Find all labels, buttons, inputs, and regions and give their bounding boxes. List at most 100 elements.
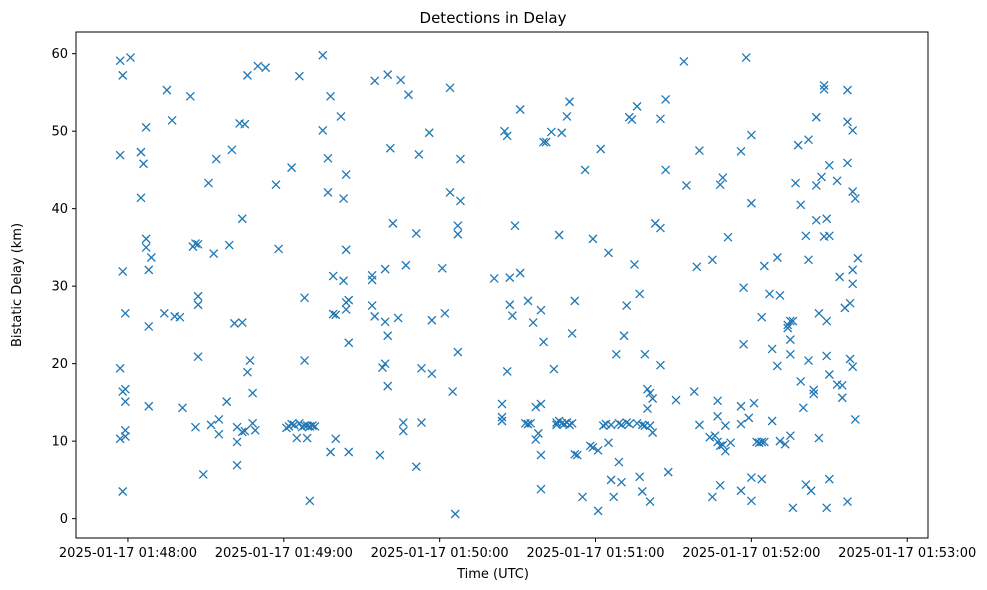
data-point bbox=[448, 387, 458, 397]
data-markers bbox=[115, 50, 863, 519]
data-point bbox=[383, 70, 393, 80]
data-point bbox=[497, 399, 507, 409]
data-point bbox=[120, 308, 130, 318]
data-point bbox=[411, 462, 421, 472]
data-point bbox=[500, 126, 510, 136]
data-point bbox=[502, 366, 512, 376]
data-point bbox=[341, 245, 351, 255]
data-point bbox=[120, 384, 130, 394]
data-point bbox=[427, 315, 437, 325]
data-point bbox=[237, 318, 247, 328]
data-point bbox=[648, 428, 658, 438]
data-point bbox=[489, 273, 499, 283]
data-point bbox=[455, 196, 465, 206]
data-point bbox=[398, 426, 408, 436]
data-point bbox=[801, 231, 811, 241]
data-point bbox=[144, 321, 154, 331]
data-point bbox=[850, 414, 860, 424]
data-point bbox=[294, 418, 304, 428]
data-point bbox=[214, 414, 224, 424]
data-point bbox=[718, 173, 728, 183]
data-point bbox=[801, 480, 811, 489]
data-point bbox=[214, 429, 224, 439]
data-point bbox=[819, 84, 829, 94]
data-point bbox=[798, 403, 808, 413]
data-point bbox=[141, 122, 151, 132]
data-point bbox=[785, 349, 795, 359]
data-point bbox=[144, 265, 154, 275]
data-point bbox=[331, 434, 341, 444]
data-point bbox=[739, 339, 749, 349]
data-point bbox=[627, 115, 637, 125]
data-point bbox=[367, 301, 377, 310]
data-point bbox=[115, 363, 125, 373]
data-point bbox=[505, 273, 515, 283]
data-point bbox=[788, 503, 798, 513]
data-point bbox=[546, 127, 556, 137]
data-point bbox=[811, 180, 821, 190]
data-point bbox=[713, 411, 723, 421]
data-point bbox=[118, 70, 128, 80]
data-point bbox=[817, 172, 826, 182]
data-point bbox=[637, 487, 647, 496]
data-point bbox=[824, 474, 834, 484]
data-point bbox=[713, 437, 723, 447]
data-point bbox=[310, 421, 320, 431]
data-point bbox=[606, 420, 616, 430]
data-point bbox=[759, 261, 769, 271]
y-axis-label: Bistatic Delay (km) bbox=[10, 223, 25, 347]
data-point bbox=[115, 56, 125, 66]
data-point bbox=[804, 255, 813, 265]
data-point bbox=[453, 221, 463, 231]
data-point bbox=[294, 71, 304, 81]
data-point bbox=[336, 112, 346, 121]
data-point bbox=[746, 198, 756, 208]
data-point bbox=[694, 146, 704, 156]
data-point bbox=[115, 434, 125, 444]
data-point bbox=[162, 85, 172, 95]
data-point bbox=[835, 272, 845, 282]
data-point bbox=[814, 433, 824, 443]
data-point bbox=[811, 112, 821, 122]
data-point bbox=[848, 125, 858, 135]
data-point bbox=[822, 351, 832, 361]
data-point bbox=[837, 380, 847, 390]
data-point bbox=[736, 486, 746, 496]
data-point bbox=[848, 279, 858, 289]
data-point bbox=[539, 337, 549, 347]
data-point bbox=[775, 436, 785, 446]
data-point bbox=[681, 180, 691, 190]
data-point bbox=[557, 128, 567, 138]
data-point bbox=[523, 296, 533, 306]
data-point bbox=[300, 293, 310, 303]
data-point bbox=[720, 446, 730, 456]
data-point bbox=[414, 149, 424, 159]
data-point bbox=[380, 317, 390, 327]
data-point bbox=[848, 265, 858, 275]
data-point bbox=[822, 503, 832, 513]
data-point bbox=[367, 275, 377, 285]
data-point bbox=[785, 316, 795, 326]
data-point bbox=[617, 420, 626, 430]
data-point bbox=[533, 428, 543, 438]
data-point bbox=[344, 338, 354, 348]
data-point bbox=[248, 388, 258, 398]
data-point bbox=[141, 234, 151, 244]
data-point bbox=[536, 484, 546, 494]
data-point bbox=[707, 492, 717, 502]
data-point bbox=[237, 214, 247, 224]
data-point bbox=[120, 432, 130, 441]
data-point bbox=[767, 416, 777, 426]
data-point bbox=[710, 431, 720, 441]
data-point bbox=[715, 480, 725, 490]
data-point bbox=[853, 253, 863, 263]
data-point bbox=[832, 176, 842, 186]
data-point bbox=[232, 460, 242, 470]
data-point bbox=[565, 97, 574, 107]
data-point bbox=[440, 308, 450, 318]
data-point bbox=[502, 131, 512, 141]
data-point bbox=[655, 360, 665, 370]
data-point bbox=[383, 381, 393, 391]
data-point bbox=[643, 384, 652, 394]
data-point bbox=[648, 394, 658, 403]
